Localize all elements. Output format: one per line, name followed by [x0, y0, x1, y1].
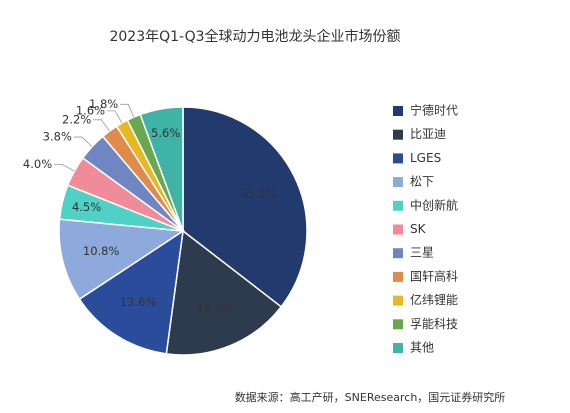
legend-label: 其他 [410, 341, 434, 355]
pie-slice [182, 106, 308, 308]
data-label: 5.6% [151, 126, 180, 140]
data-label: 10.8% [83, 244, 120, 258]
pie-slice [139, 106, 184, 232]
legend-label: 三星 [410, 246, 434, 260]
legend-label: 孚能科技 [410, 317, 458, 331]
data-label: 13.6% [120, 295, 157, 309]
legend-label: 中创新航 [410, 197, 458, 212]
legend-label: 亿纬锂能 [410, 292, 458, 307]
legend-swatch [393, 106, 403, 116]
legend-label: SK [410, 222, 427, 236]
data-label: 2.2% [62, 112, 91, 126]
legend-swatch [393, 177, 403, 188]
data-label: 3.8% [43, 130, 72, 144]
legend-swatch [393, 224, 403, 235]
legend-label: LGES [410, 151, 441, 165]
data-label: 4.5% [72, 200, 101, 214]
legend-swatch [393, 153, 403, 164]
leader-line [120, 103, 135, 118]
legend-label: 国轩高科 [410, 268, 458, 283]
data-label: 1.6% [76, 103, 105, 117]
legend-swatch [393, 295, 403, 306]
legend-swatch [393, 319, 403, 330]
data-label: 16.7% [197, 302, 234, 316]
legend-swatch [393, 271, 403, 282]
source-note: 数据来源：高工产研，SNEResearch，国元证券研究所 [235, 390, 506, 404]
legend-swatch [393, 200, 403, 211]
legend-label: 宁德时代 [410, 103, 458, 118]
legend-label: 松下 [410, 175, 434, 189]
leader-line [93, 119, 110, 132]
pie-slice [78, 229, 184, 355]
legend-label: 比亚迪 [410, 127, 446, 141]
data-label: 1.8% [89, 97, 118, 111]
pie-slice [58, 218, 186, 301]
leader-line [54, 163, 75, 172]
data-label: 35.5% [240, 186, 277, 200]
leader-line [73, 136, 93, 147]
pie-slice [165, 229, 283, 356]
legend-swatch [393, 343, 403, 353]
legend-swatch [393, 129, 403, 140]
legend-swatch [393, 248, 403, 259]
leader-line [107, 110, 123, 124]
data-label: 4.0% [23, 157, 52, 171]
chart-title: 2023年Q1-Q3全球动力电池龙头企业市场份额 [109, 28, 400, 45]
